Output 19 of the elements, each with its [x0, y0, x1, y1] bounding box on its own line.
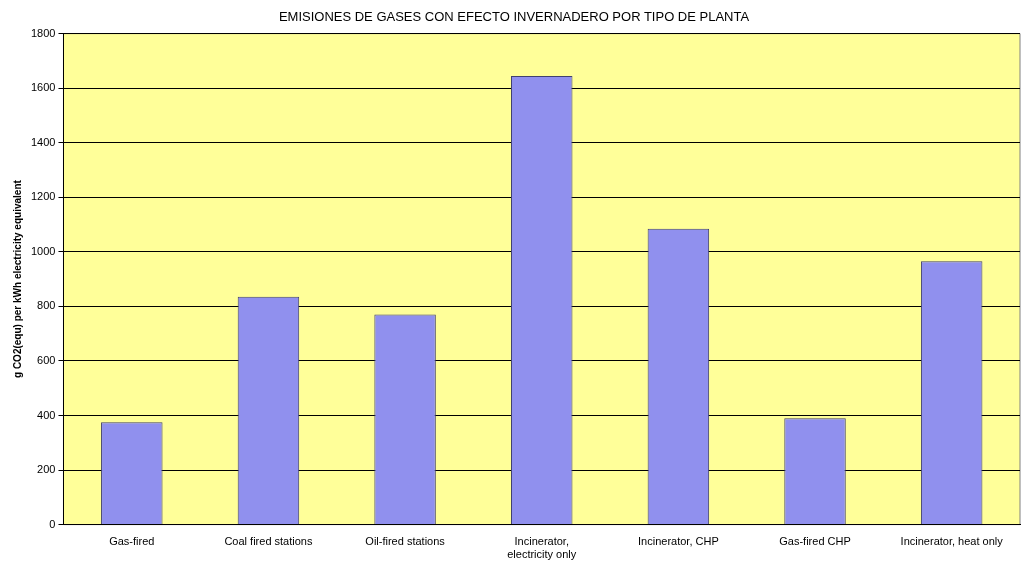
y-axis-title: g CO2(equ) per kWh electricity equivalent [11, 179, 23, 379]
x-tick-label: Gas-fired [109, 535, 155, 548]
x-tick-label: Gas-fired CHP [779, 535, 851, 548]
y-tick-label: 1800 [30, 26, 56, 39]
y-tick-label: 1600 [30, 81, 56, 94]
x-tick-label: Coal fired stations [224, 535, 313, 548]
y-tick-label: 400 [37, 408, 56, 421]
y-tick-label: 1400 [30, 135, 56, 148]
y-tick-label: 1000 [30, 244, 56, 257]
x-tick-label: Incinerator, CHP [638, 535, 719, 548]
y-tick-label: 200 [37, 463, 56, 476]
x-tick-label: Oil-fired stations [365, 535, 446, 548]
chart-title: EMISIONES DE GASES CON EFECTO INVERNADERO POR TIPO DE PLANTA [278, 9, 750, 25]
y-tick-label: 600 [37, 353, 56, 366]
y-tick-label: 0 [49, 517, 56, 530]
y-tick-label: 800 [37, 299, 56, 312]
x-tick-label: Incinerator, electricity only [507, 535, 577, 561]
x-tick-label: Incinerator, heat only [900, 535, 1004, 548]
y-tick-label: 1200 [30, 190, 56, 203]
